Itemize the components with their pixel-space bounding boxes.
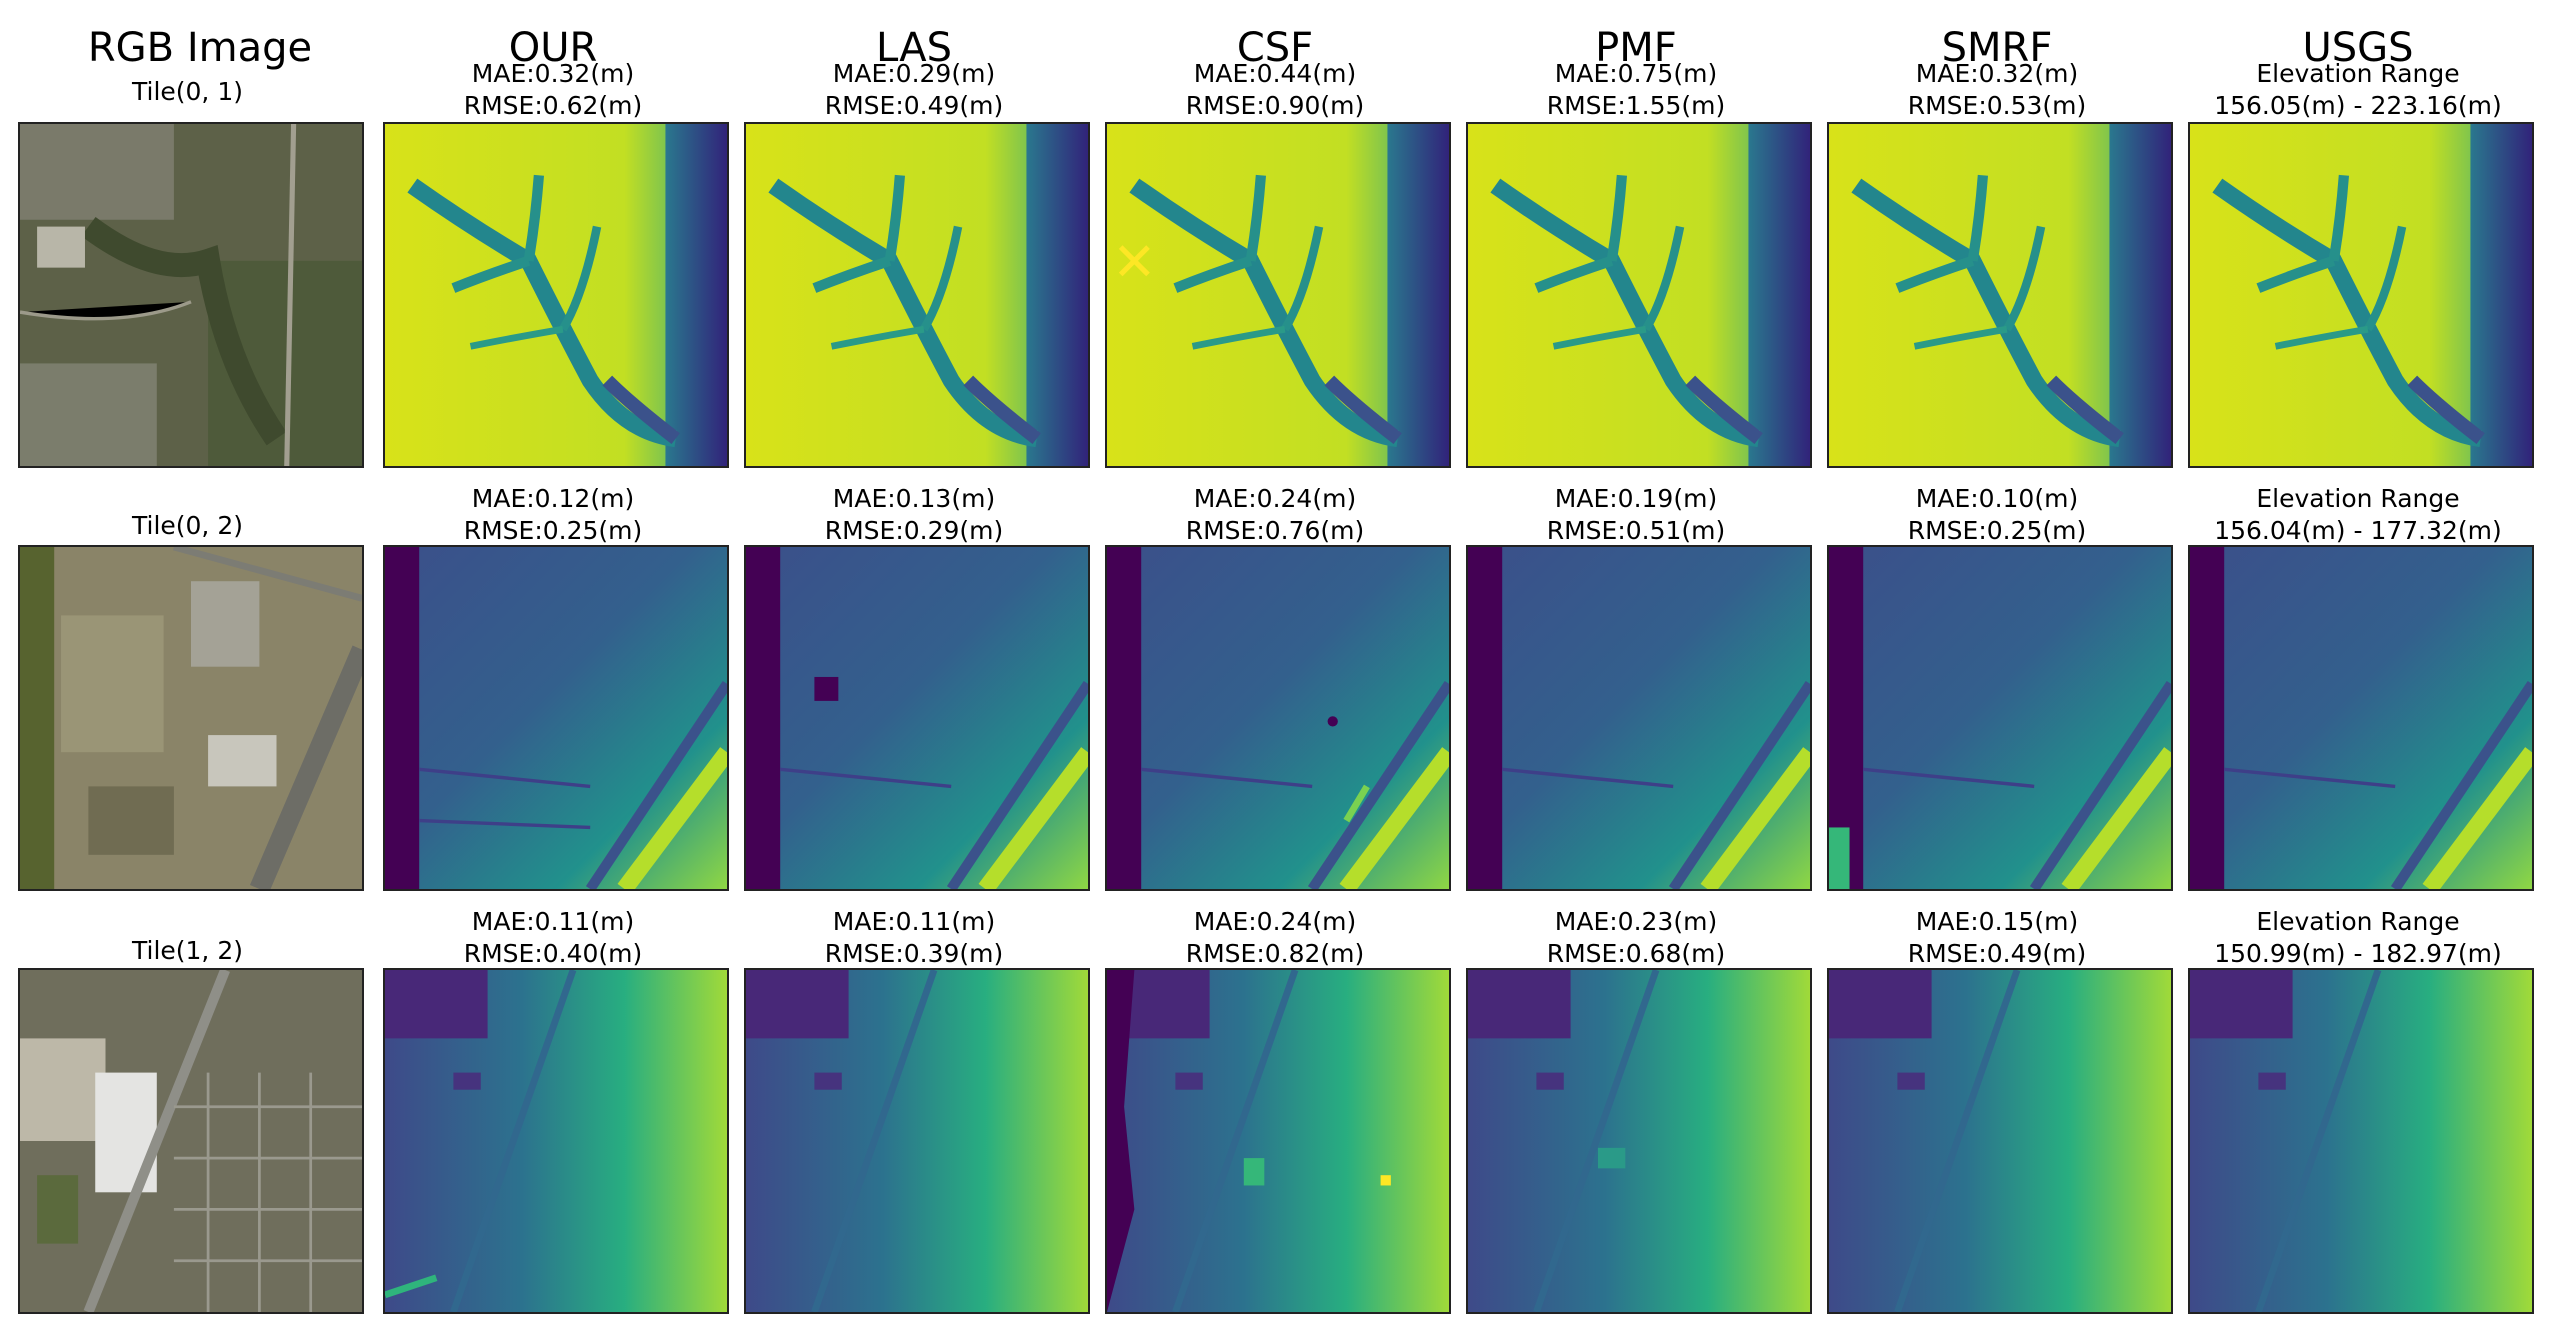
- metric-line-1: MAE:0.29(m): [832, 59, 996, 88]
- metric-line-2: 150.99(m) - 182.97(m): [2214, 939, 2502, 968]
- metric-line-2: RMSE:0.29(m): [824, 516, 1004, 545]
- dem-tile-pmf-row0: [1466, 122, 1812, 468]
- column-header-usgs: USGS: [2302, 25, 2414, 71]
- metric-line-1: MAE:0.19(m): [1554, 484, 1718, 513]
- rgb-image-tile-0-1: [18, 122, 364, 468]
- metric-line-2: RMSE:0.40(m): [463, 939, 643, 968]
- dem-tile-our-row2: [383, 968, 729, 1314]
- dem-tile-our-row0: [383, 122, 729, 468]
- metric-line-2: RMSE:0.68(m): [1546, 939, 1726, 968]
- metric-line-2: RMSE:1.55(m): [1546, 91, 1726, 120]
- dem-tile-usgs-row0: [2188, 122, 2534, 468]
- metric-line-2: 156.04(m) - 177.32(m): [2214, 516, 2502, 545]
- metric-line-1: MAE:0.10(m): [1915, 484, 2079, 513]
- metric-label-pmf: MAE:0.75(m) RMSE:1.55(m): [1463, 58, 1809, 122]
- column-header-smrf: SMRF: [1941, 25, 2053, 71]
- metric-label-smrf: MAE:0.15(m) RMSE:0.49(m): [1824, 906, 2170, 970]
- metric-label-las: MAE:0.29(m) RMSE:0.49(m): [741, 58, 1087, 122]
- column-header-csf: CSF: [1236, 25, 1314, 71]
- metric-line-1: MAE:0.15(m): [1915, 907, 2079, 936]
- tile-label-text: Tile(0, 1): [132, 77, 243, 106]
- dem-tile-csf-row0: [1105, 122, 1451, 468]
- dem-tile-csf-row2: [1105, 968, 1451, 1314]
- metric-label-our: MAE:0.11(m) RMSE:0.40(m): [380, 906, 726, 970]
- metric-label-csf: MAE:0.24(m) RMSE:0.76(m): [1102, 483, 1448, 547]
- metric-line-1: Elevation Range: [2256, 484, 2460, 513]
- metric-line-1: MAE:0.12(m): [471, 484, 635, 513]
- metric-label-usgs: Elevation Range 150.99(m) - 182.97(m): [2185, 906, 2531, 970]
- dem-tile-smrf-row1: [1827, 545, 2173, 891]
- metric-label-las: MAE:0.13(m) RMSE:0.29(m): [741, 483, 1087, 547]
- metric-label-pmf: MAE:0.19(m) RMSE:0.51(m): [1463, 483, 1809, 547]
- metric-line-1: MAE:0.11(m): [832, 907, 996, 936]
- metric-label-our: MAE:0.32(m) RMSE:0.62(m): [380, 58, 726, 122]
- dem-tile-pmf-row2: [1466, 968, 1812, 1314]
- metric-line-2: RMSE:0.62(m): [463, 91, 643, 120]
- metric-line-1: MAE:0.23(m): [1554, 907, 1718, 936]
- dem-tile-smrf-row2: [1827, 968, 2173, 1314]
- dem-tile-our-row1: [383, 545, 729, 891]
- dem-tile-las-row2: [744, 968, 1090, 1314]
- dem-tile-usgs-row2: [2188, 968, 2534, 1314]
- metric-line-1: MAE:0.32(m): [471, 59, 635, 88]
- metric-line-2: 156.05(m) - 223.16(m): [2214, 91, 2502, 120]
- metric-label-las: MAE:0.11(m) RMSE:0.39(m): [741, 906, 1087, 970]
- dem-tile-las-row0: [744, 122, 1090, 468]
- tile-label: Tile(0, 2): [15, 510, 360, 550]
- metric-line-1: Elevation Range: [2256, 59, 2460, 88]
- dem-tile-smrf-row0: [1827, 122, 2173, 468]
- metric-line-1: MAE:0.13(m): [832, 484, 996, 513]
- metric-line-2: RMSE:0.90(m): [1185, 91, 1365, 120]
- tile-label-text: Tile(0, 2): [132, 511, 243, 540]
- metric-line-1: MAE:0.11(m): [471, 907, 635, 936]
- metric-line-2: RMSE:0.49(m): [824, 91, 1004, 120]
- metric-line-1: MAE:0.44(m): [1193, 59, 1357, 88]
- metric-label-csf: MAE:0.24(m) RMSE:0.82(m): [1102, 906, 1448, 970]
- metric-line-2: RMSE:0.49(m): [1907, 939, 2087, 968]
- dem-tile-las-row1: [744, 545, 1090, 891]
- metric-line-2: RMSE:0.76(m): [1185, 516, 1365, 545]
- metric-label-usgs: Elevation Range 156.04(m) - 177.32(m): [2185, 483, 2531, 547]
- column-header-pmf: PMF: [1595, 25, 1677, 71]
- rgb-image-tile-1-2: [18, 968, 364, 1314]
- metric-line-1: MAE:0.24(m): [1193, 907, 1357, 936]
- metric-line-1: Elevation Range: [2256, 907, 2460, 936]
- metric-line-2: RMSE:0.25(m): [463, 516, 643, 545]
- metric-label-smrf: MAE:0.10(m) RMSE:0.25(m): [1824, 483, 2170, 547]
- metric-line-2: RMSE:0.39(m): [824, 939, 1004, 968]
- metric-line-2: RMSE:0.51(m): [1546, 516, 1726, 545]
- column-header-rgb: RGB Image: [87, 25, 313, 71]
- dem-tile-csf-row1: [1105, 545, 1451, 891]
- tile-label: Tile(1, 2): [15, 935, 360, 975]
- tile-label: Tile(0, 1): [15, 76, 360, 116]
- metric-line-1: MAE:0.75(m): [1554, 59, 1718, 88]
- metric-line-1: MAE:0.24(m): [1193, 484, 1357, 513]
- metric-label-usgs: Elevation Range 156.05(m) - 223.16(m): [2185, 58, 2531, 122]
- tile-label-text: Tile(1, 2): [132, 936, 243, 965]
- metric-line-1: MAE:0.32(m): [1915, 59, 2079, 88]
- metric-line-2: RMSE:0.25(m): [1907, 516, 2087, 545]
- metric-line-2: RMSE:0.53(m): [1907, 91, 2087, 120]
- dem-tile-pmf-row1: [1466, 545, 1812, 891]
- column-header-las: LAS: [876, 25, 952, 71]
- metric-label-smrf: MAE:0.32(m) RMSE:0.53(m): [1824, 58, 2170, 122]
- dem-tile-usgs-row1: [2188, 545, 2534, 891]
- metric-line-2: RMSE:0.82(m): [1185, 939, 1365, 968]
- rgb-image-tile-0-2: [18, 545, 364, 891]
- metric-label-pmf: MAE:0.23(m) RMSE:0.68(m): [1463, 906, 1809, 970]
- metric-label-csf: MAE:0.44(m) RMSE:0.90(m): [1102, 58, 1448, 122]
- column-header-our: OUR: [508, 25, 598, 71]
- metric-label-our: MAE:0.12(m) RMSE:0.25(m): [380, 483, 726, 547]
